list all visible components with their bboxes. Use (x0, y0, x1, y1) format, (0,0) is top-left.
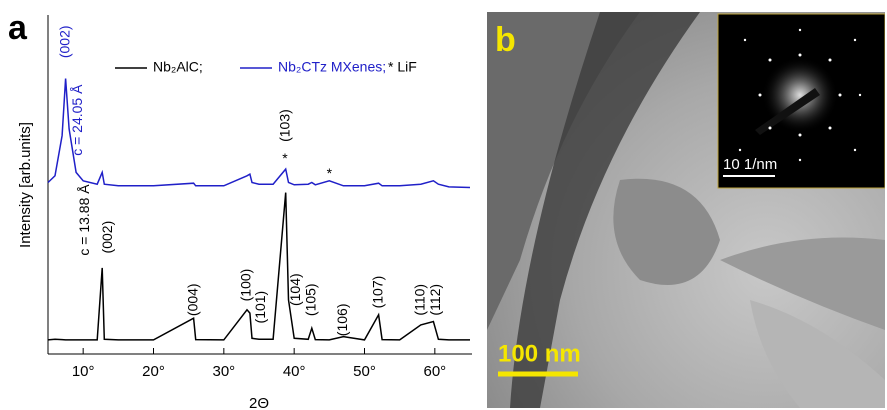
annotation: (103) (276, 109, 292, 142)
x-axis-label: 2Θ (249, 395, 269, 410)
x-tick-label: 20° (142, 363, 165, 380)
inset-scale: 10 1/nm (723, 156, 777, 173)
annotation: (107) (369, 276, 385, 309)
annotation: (105) (302, 283, 318, 316)
annotation: (110) (411, 284, 427, 316)
x-tick-label: 40° (283, 363, 306, 380)
tem-image: 10 1/nm b 100 nm (487, 12, 885, 408)
annotation: * (327, 165, 333, 181)
x-tick-label: 60° (423, 363, 446, 380)
legend-label: Nb₂CTz MXenes; (278, 59, 386, 75)
annotation: (106) (334, 304, 350, 337)
legend-note: * LiF (388, 59, 417, 75)
annotation: (004) (184, 283, 200, 316)
annotation: (101) (252, 291, 268, 324)
x-tick-label: 50° (353, 363, 376, 380)
page: a Intensity [arb.units] 2Θ 10 1/nm b 100… (0, 0, 887, 410)
panel-label: b (495, 21, 516, 59)
x-tick-label: 10° (72, 363, 95, 380)
annotation: c = 24.05 Å (69, 84, 85, 156)
x-tick-label: 30° (212, 363, 235, 380)
annotation: (002) (56, 25, 72, 58)
annotation: (104) (287, 273, 303, 306)
series-line (48, 79, 470, 188)
figure: a Intensity [arb.units] 2Θ 10 1/nm b 100… (0, 0, 887, 410)
annotation: (002) (99, 221, 115, 254)
legend-label: Nb₂AlC; (153, 59, 203, 75)
panel-label: a (8, 9, 28, 47)
scale-bar-label: 100 nm (498, 340, 581, 367)
annotation: * (282, 150, 288, 166)
y-axis-label: Intensity [arb.units] (17, 122, 34, 248)
annotation: (112) (427, 284, 443, 316)
annotation: c = 13.88 Å (76, 184, 92, 256)
